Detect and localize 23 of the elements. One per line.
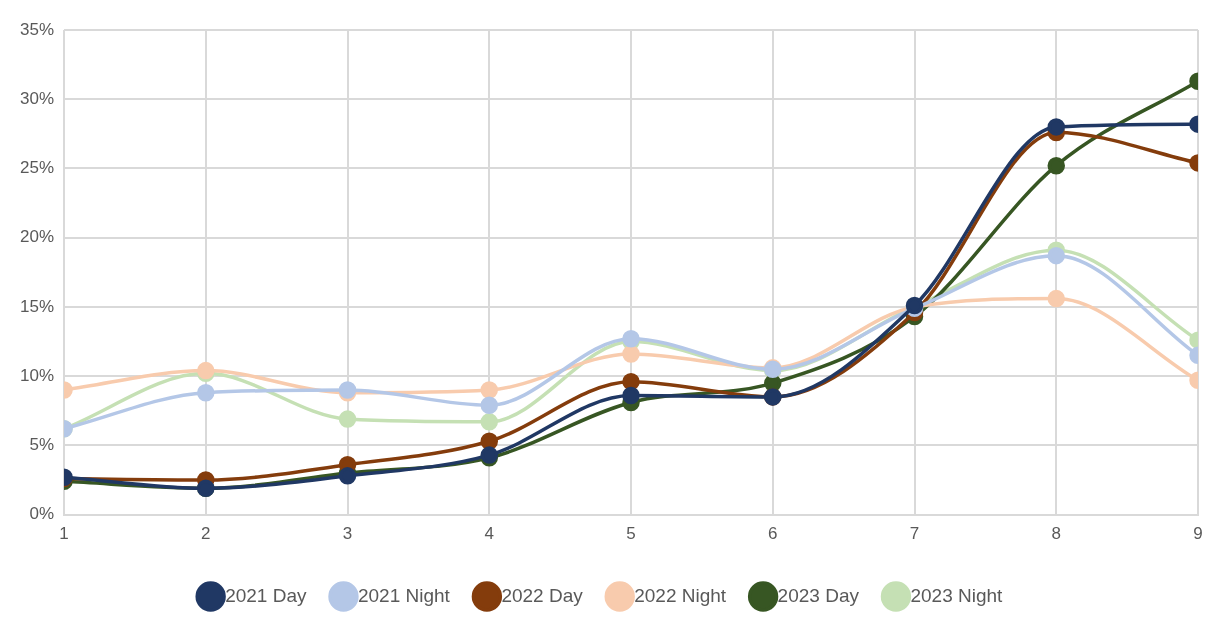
x-tick-label: 5 — [626, 524, 636, 544]
y-tick-label: 30% — [19, 88, 55, 108]
y-tick-label: 10% — [19, 365, 55, 385]
legend-label: 2023 Night — [910, 584, 1004, 606]
y-tick-label: 0% — [29, 504, 55, 524]
y-tick-label: 20% — [19, 227, 55, 247]
legend-label: 2023 Day — [777, 584, 860, 606]
y-tick-label: 15% — [19, 296, 55, 316]
legend-label: 2022 Day — [501, 584, 584, 606]
x-tick-label: 4 — [484, 524, 494, 544]
legend-label: 2021 Night — [357, 584, 451, 606]
x-tick-label: 1 — [59, 524, 69, 544]
x-tick-label: 7 — [909, 524, 920, 544]
x-tick-label: 9 — [1193, 524, 1203, 544]
legend-label: 2021 Day — [225, 584, 307, 606]
x-tick-label: 3 — [342, 524, 353, 544]
y-tick-label: 25% — [19, 158, 55, 178]
x-tick-label: 8 — [1051, 524, 1061, 544]
x-tick-label: 2 — [201, 524, 211, 544]
y-tick-label: 35% — [19, 19, 55, 39]
legend-label: 2022 Night — [634, 584, 727, 606]
y-tick-label: 5% — [29, 435, 55, 455]
x-tick-label: 6 — [768, 524, 778, 544]
